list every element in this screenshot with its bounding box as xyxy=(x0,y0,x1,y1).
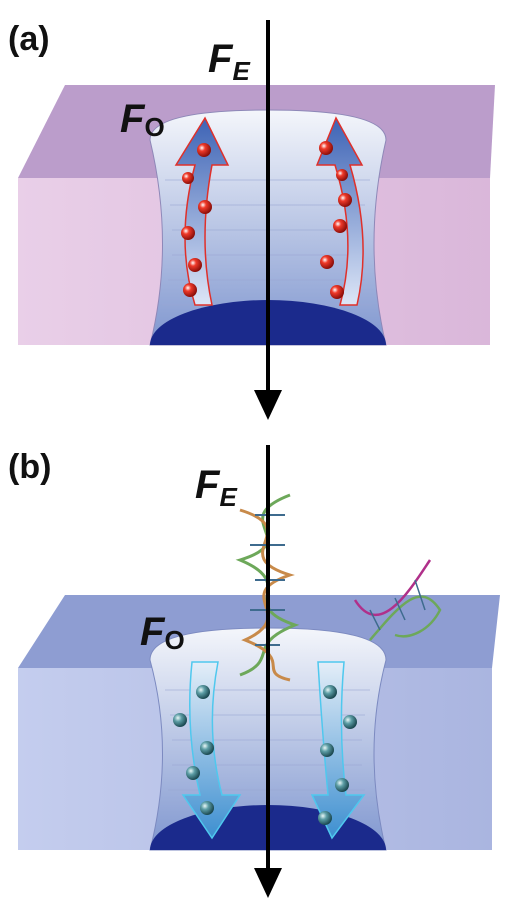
subscript: E xyxy=(232,56,250,86)
symbol: F xyxy=(208,37,234,81)
panel-label: (a) xyxy=(8,20,50,58)
electric-force-label: FE xyxy=(195,463,237,512)
panel-a: (a) FE FO xyxy=(8,20,495,420)
panel-label: (b) xyxy=(8,448,51,486)
subscript: O xyxy=(164,625,184,655)
subscript: O xyxy=(144,112,164,142)
field-arrow-head xyxy=(254,390,282,420)
symbol: F xyxy=(195,463,221,507)
subscript: E xyxy=(219,482,237,512)
panel-b: (b) FE FO xyxy=(8,445,500,898)
figure: (a) FE FO xyxy=(0,0,508,900)
symbol: F xyxy=(140,610,166,654)
field-arrow-head xyxy=(254,868,282,898)
symbol: F xyxy=(120,97,146,141)
electric-force-label: FE xyxy=(208,37,250,86)
